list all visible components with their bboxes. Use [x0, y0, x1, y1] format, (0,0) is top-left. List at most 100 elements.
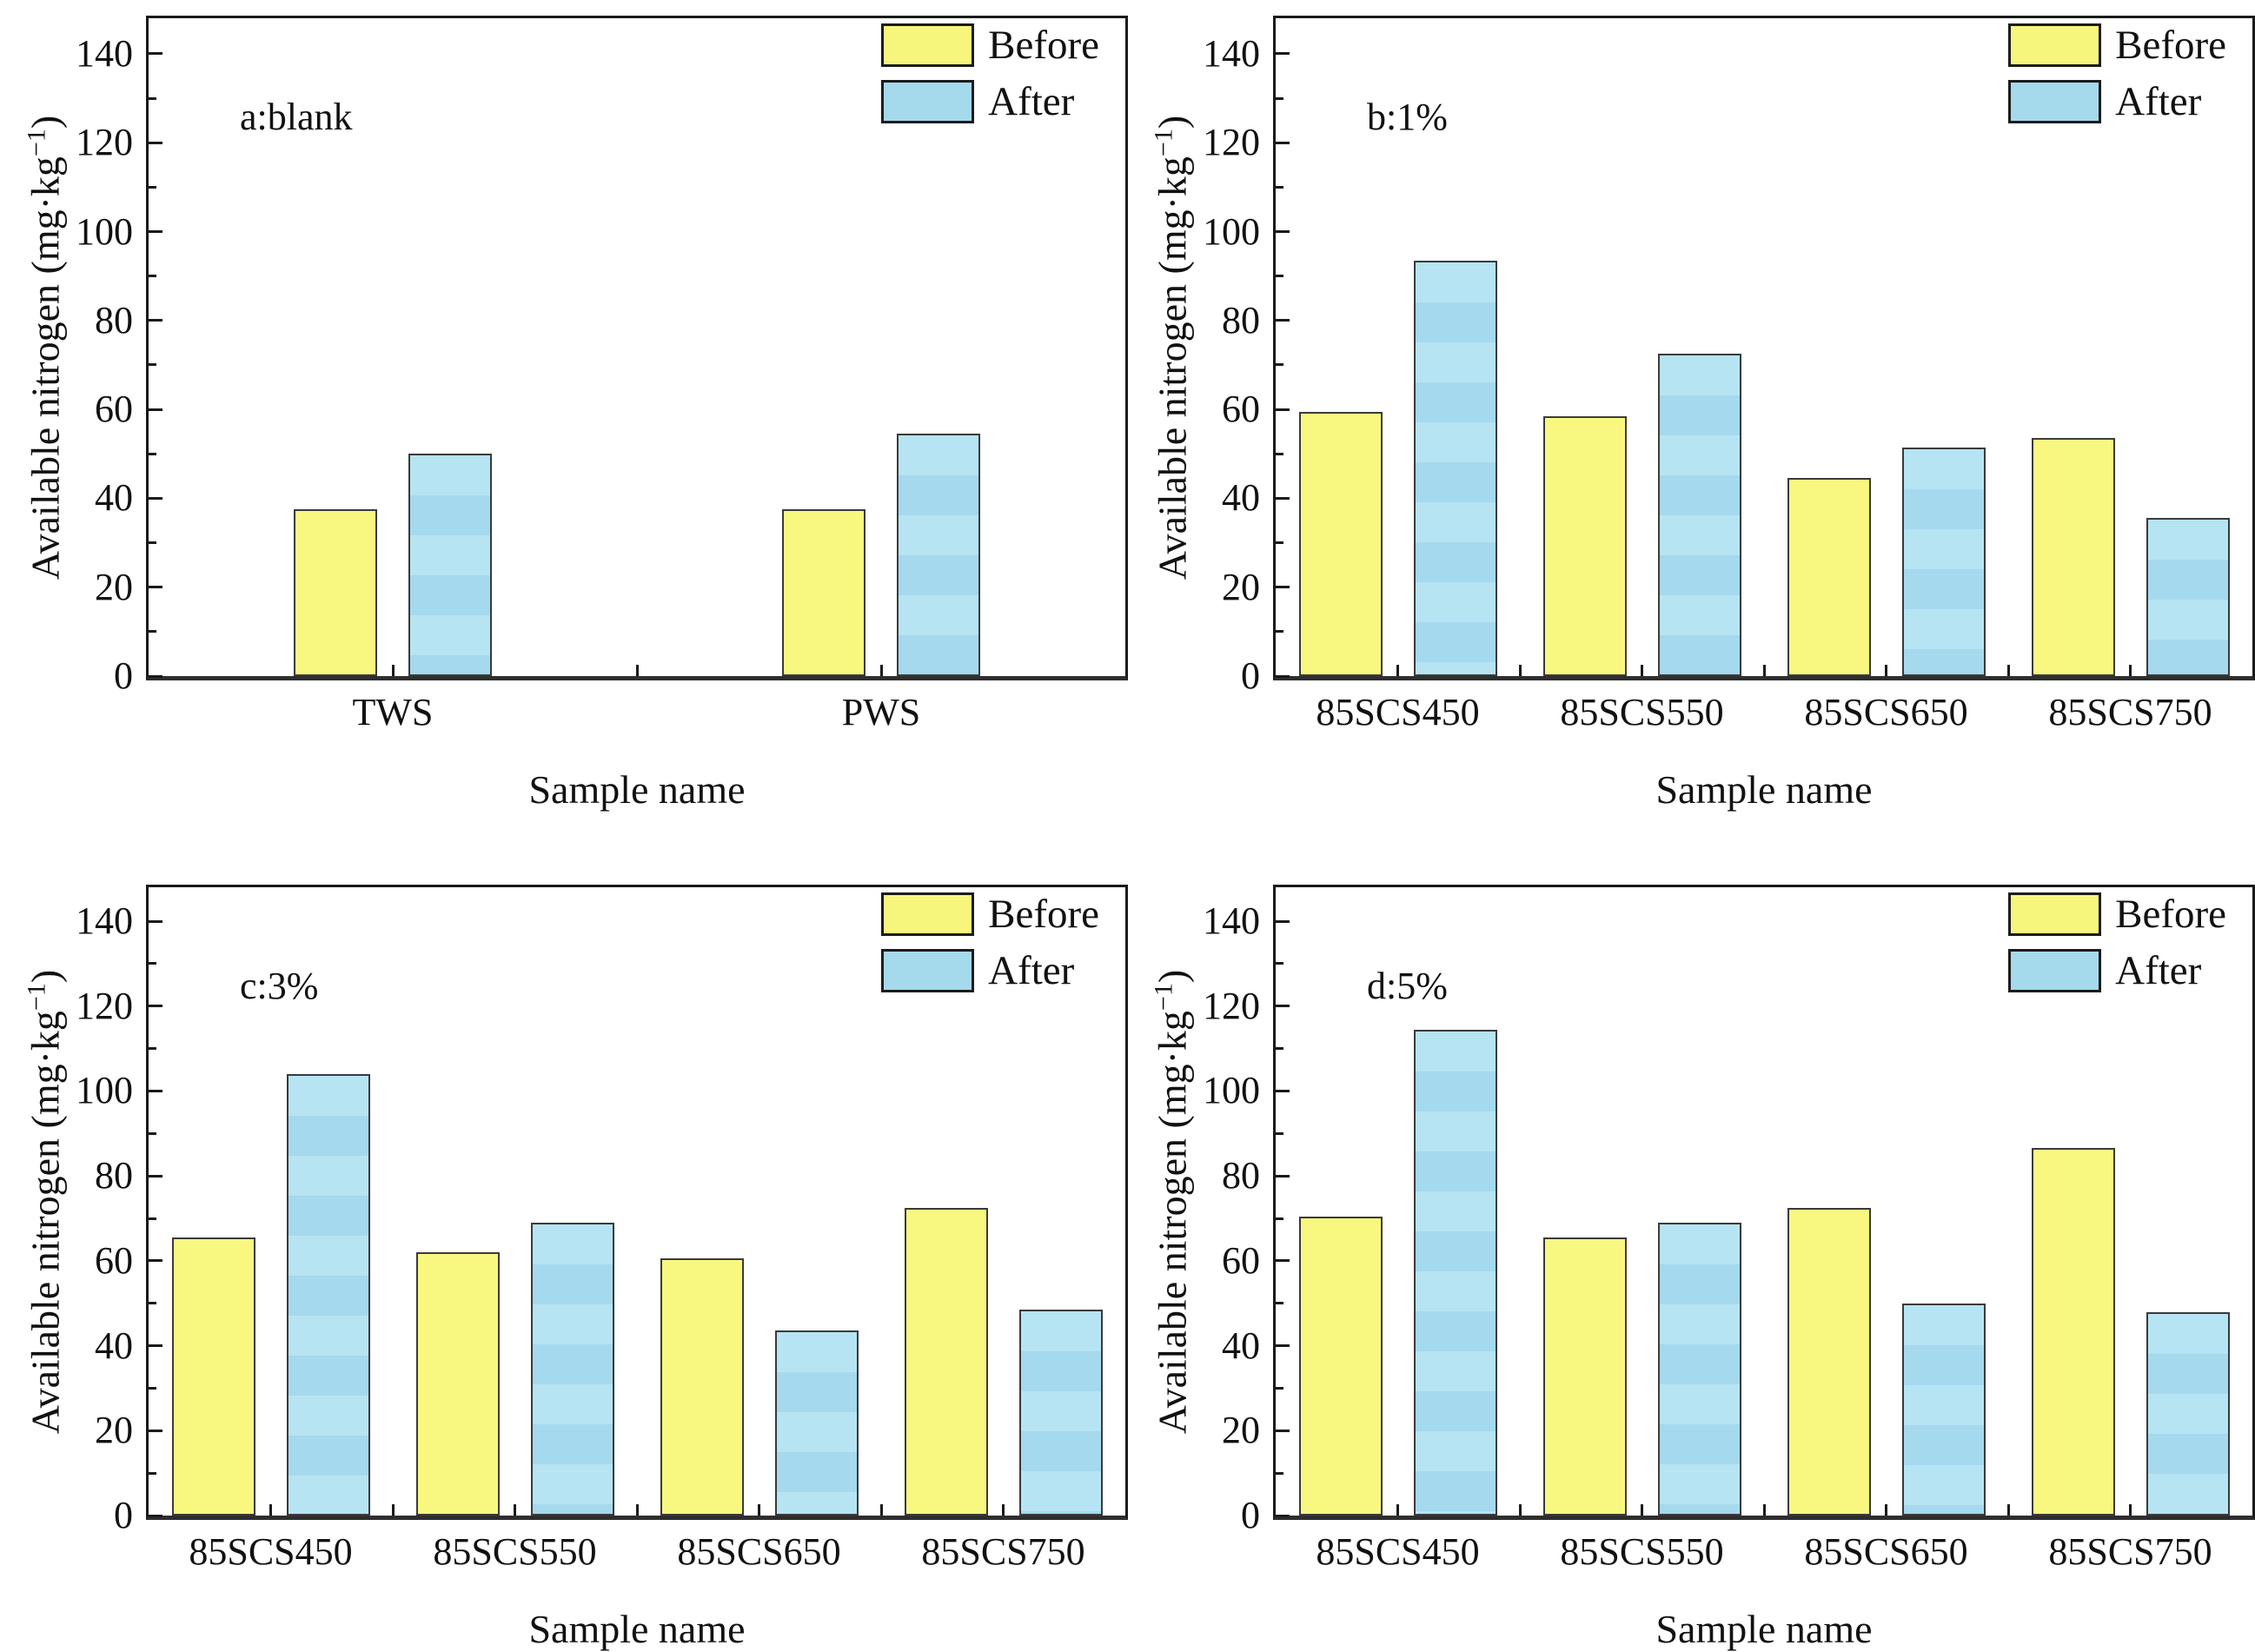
y-axis-tick-label: 140	[0, 899, 133, 944]
legend-label-before: Before	[988, 21, 1099, 70]
legend-entry-before: Before	[881, 21, 1099, 70]
bar-before-85SCS750	[2032, 438, 2115, 676]
legend-label-after: After	[988, 77, 1074, 126]
y-axis-tick-label: 120	[1127, 984, 1260, 1029]
y-axis-tick-label: 60	[0, 387, 133, 432]
x-category-label: 85SCS650	[1748, 690, 2026, 735]
y-axis-tick-label: 120	[0, 120, 133, 165]
legend-entry-after: After	[881, 946, 1099, 995]
x-axis-boundary-tick	[636, 1504, 639, 1516]
bar-after-85SCS550	[1658, 354, 1741, 676]
y-axis-major-tick	[149, 1430, 162, 1432]
y-axis-tick-label: 40	[1127, 1324, 1260, 1369]
x-axis-center-tick	[514, 1504, 516, 1516]
legend-entry-after: After	[881, 77, 1099, 126]
x-axis-boundary-tick	[1763, 1504, 1766, 1516]
y-axis-minor-tick	[149, 275, 156, 277]
y-axis-minor-tick	[149, 186, 156, 189]
y-axis-minor-tick	[149, 630, 156, 633]
bar-before-85SCS650	[1787, 478, 1871, 676]
y-axis-major-tick	[1276, 1005, 1290, 1007]
x-category-label: TWS	[254, 690, 532, 735]
y-axis-major-tick	[1276, 920, 1290, 923]
x-axis-boundary-tick	[1519, 1504, 1522, 1516]
bar-after-85SCS450	[287, 1074, 370, 1516]
panel-a-blank: a:blank Before After Available nitrogen …	[0, 0, 1127, 824]
bar-after-85SCS650	[1902, 448, 1986, 676]
legend-label-before: Before	[2115, 21, 2226, 70]
bar-before-85SCS750	[2032, 1148, 2115, 1516]
y-axis-tick-label: 60	[1127, 1238, 1260, 1284]
x-axis-center-tick	[880, 665, 883, 676]
bar-after-PWS	[897, 434, 980, 676]
y-axis-tick-label: 80	[1127, 298, 1260, 343]
legend-swatch-after	[2008, 80, 2101, 123]
y-axis-tick-label: 40	[1127, 475, 1260, 521]
y-axis-minor-tick	[1276, 1302, 1283, 1304]
y-axis-minor-tick	[1276, 1132, 1283, 1135]
y-axis-major-tick	[149, 1090, 162, 1092]
x-axis-center-tick	[1396, 1504, 1399, 1516]
plot-area: a:blank Before After	[146, 16, 1128, 680]
y-axis-minor-tick	[149, 97, 156, 100]
x-category-label: 85SCS450	[132, 1529, 410, 1575]
bar-after-85SCS650	[1902, 1304, 1986, 1516]
y-axis-major-tick	[1276, 675, 1290, 678]
x-category-label: 85SCS550	[1503, 1529, 1781, 1575]
x-category-label: 85SCS550	[1503, 690, 1781, 735]
bar-before-85SCS550	[416, 1252, 500, 1516]
y-axis-minor-tick	[149, 1472, 156, 1475]
y-axis-minor-tick	[1276, 1217, 1283, 1220]
legend-swatch-before	[881, 892, 974, 936]
bar-before-85SCS550	[1543, 416, 1627, 676]
x-axis-center-tick	[1641, 1504, 1643, 1516]
bar-before-85SCS450	[172, 1237, 255, 1516]
bar-after-85SCS750	[2146, 518, 2230, 676]
bar-after-85SCS750	[1019, 1310, 1103, 1516]
y-axis-tick-label: 100	[1127, 209, 1260, 255]
panel-tag: b:1%	[1367, 95, 1448, 139]
y-axis-major-tick	[149, 319, 162, 322]
y-axis-major-tick	[1276, 1259, 1290, 1262]
y-axis-minor-tick	[149, 1047, 156, 1050]
y-axis-tick-label: 20	[1127, 565, 1260, 610]
legend-entry-after: After	[2008, 77, 2226, 126]
y-axis-tick-label: 0	[1127, 1493, 1260, 1538]
x-axis-center-tick	[1396, 665, 1399, 676]
x-axis-center-tick	[758, 1504, 760, 1516]
y-axis-tick-label: 140	[1127, 31, 1260, 76]
x-category-label: 85SCS550	[376, 1529, 654, 1575]
y-axis-tick-label: 120	[1127, 120, 1260, 165]
x-category-label: 85SCS750	[865, 1529, 1143, 1575]
y-axis-major-tick	[1276, 408, 1290, 411]
legend-swatch-before	[881, 23, 974, 67]
y-axis-tick-label: 20	[0, 565, 133, 610]
x-axis-center-tick	[1641, 665, 1643, 676]
y-axis-tick-label: 100	[0, 209, 133, 255]
legend-swatch-before	[2008, 23, 2101, 67]
bar-after-85SCS650	[775, 1330, 859, 1516]
y-axis-tick-label: 0	[0, 1493, 133, 1538]
y-axis-major-tick	[149, 230, 162, 233]
y-axis-tick-label: 0	[1127, 654, 1260, 699]
y-axis-minor-tick	[1276, 186, 1283, 189]
y-axis-major-tick	[1276, 497, 1290, 500]
y-axis-tick-label: 100	[0, 1068, 133, 1113]
y-axis-minor-tick	[149, 962, 156, 965]
y-axis-major-tick	[149, 1344, 162, 1347]
y-axis-minor-tick	[149, 453, 156, 455]
y-axis-minor-tick	[1276, 1472, 1283, 1475]
y-axis-major-tick	[1276, 1344, 1290, 1347]
legend-label-after: After	[988, 946, 1074, 995]
x-axis-center-tick	[1885, 665, 1887, 676]
y-axis-major-tick	[149, 408, 162, 411]
y-axis-minor-tick	[1276, 1047, 1283, 1050]
y-axis-major-tick	[1276, 319, 1290, 322]
bar-before-PWS	[782, 509, 866, 676]
y-axis-tick-label: 80	[0, 1153, 133, 1198]
x-category-label: 85SCS650	[620, 1529, 899, 1575]
y-axis-minor-tick	[1276, 275, 1283, 277]
x-axis-center-tick	[392, 665, 395, 676]
x-axis-boundary-tick	[2007, 665, 2010, 676]
